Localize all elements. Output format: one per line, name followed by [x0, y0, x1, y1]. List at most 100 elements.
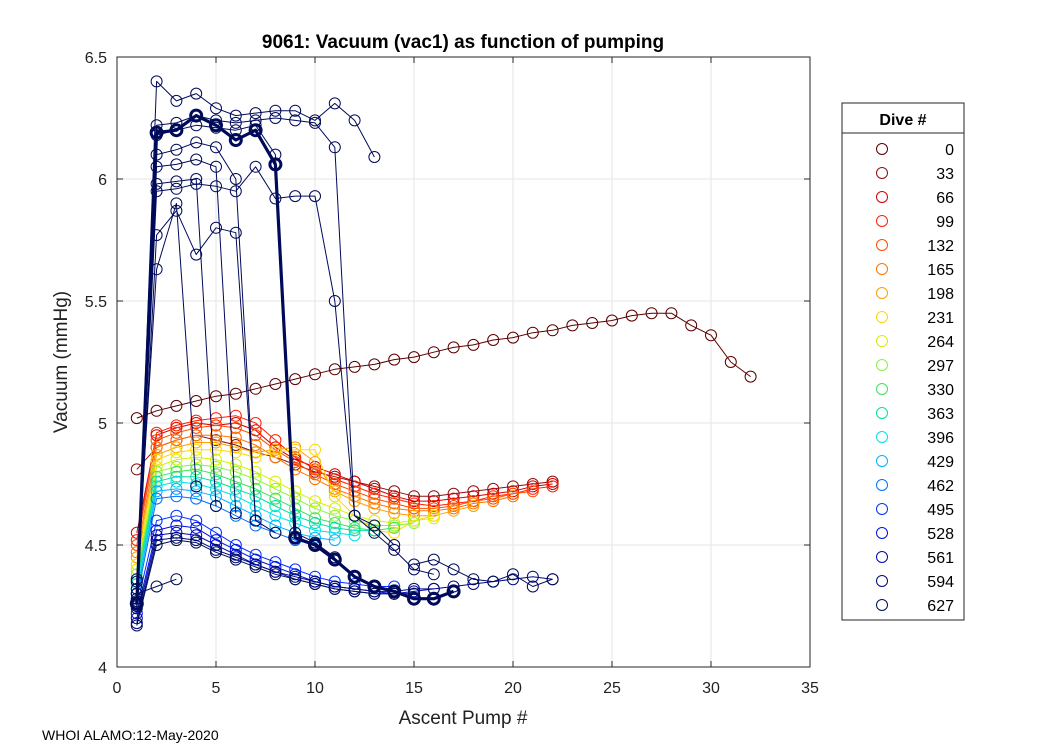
x-tick-label: 30 — [702, 680, 720, 697]
data-point — [210, 534, 222, 547]
legend-marker — [876, 407, 888, 419]
data-point — [606, 314, 618, 327]
legend-entry-label: 297 — [927, 358, 954, 375]
data-point — [229, 116, 242, 129]
data-point — [249, 553, 262, 566]
x-tick-label: 5 — [212, 680, 221, 697]
data-point — [348, 114, 361, 127]
data-point — [210, 141, 222, 154]
plot-background — [117, 57, 810, 667]
data-point — [170, 573, 183, 586]
data-point — [427, 502, 440, 515]
y-tick-label: 4.5 — [85, 538, 107, 555]
data-point — [190, 458, 203, 471]
data-point — [249, 160, 262, 173]
data-point — [309, 495, 321, 508]
data-point — [526, 570, 539, 583]
data-point — [170, 419, 183, 432]
legend-marker — [876, 167, 888, 179]
data-point — [229, 173, 242, 185]
data-point — [190, 153, 203, 166]
data-point — [229, 185, 242, 198]
data-point — [289, 114, 302, 127]
data-point — [289, 104, 302, 117]
footer-stamp: WHOI ALAMO:12-May-2020 — [42, 727, 219, 743]
data-point — [150, 539, 163, 551]
data-point — [309, 512, 321, 525]
legend-entry-label: 363 — [927, 406, 954, 423]
data-point — [368, 502, 381, 515]
data-point — [328, 490, 341, 503]
data-point — [210, 468, 222, 481]
data-point — [487, 482, 500, 495]
data-point — [170, 399, 183, 412]
data-point — [210, 475, 222, 488]
x-tick-label: 35 — [801, 680, 819, 697]
legend-entry-label: 495 — [927, 502, 954, 519]
data-point — [190, 492, 203, 505]
data-point — [288, 530, 303, 545]
legend-title: Dive # — [879, 112, 926, 129]
series-264 — [130, 451, 440, 576]
legend-entry-label: 462 — [927, 478, 954, 495]
data-point — [289, 458, 302, 471]
data-point — [269, 378, 282, 390]
series-495 — [130, 509, 401, 612]
data-point — [210, 443, 222, 456]
data-point — [447, 504, 460, 517]
data-point — [229, 539, 242, 551]
y-tick-label: 6.5 — [85, 50, 107, 67]
data-point — [467, 490, 480, 503]
series-line — [136, 481, 355, 589]
data-point — [408, 490, 420, 503]
series-line — [136, 434, 514, 553]
data-point — [190, 436, 203, 449]
legend-marker — [876, 431, 888, 443]
data-point — [487, 490, 500, 503]
data-point — [309, 368, 321, 381]
data-point — [309, 570, 321, 583]
data-point — [249, 451, 262, 464]
data-point — [309, 473, 321, 486]
data-point — [269, 492, 282, 505]
series-line — [136, 464, 415, 575]
data-point — [348, 585, 361, 598]
series-line — [136, 115, 395, 609]
data-point — [408, 495, 420, 508]
data-point — [407, 591, 421, 606]
data-point — [387, 584, 402, 599]
legend-marker — [876, 455, 888, 467]
series-line — [136, 578, 177, 595]
data-point — [229, 439, 242, 451]
data-point — [229, 543, 242, 556]
data-point — [229, 431, 242, 444]
data-point — [269, 446, 282, 459]
data-point — [190, 480, 203, 493]
data-point — [249, 382, 262, 395]
data-point — [388, 353, 401, 366]
series-line — [136, 515, 395, 607]
data-point — [467, 578, 480, 590]
data-point — [467, 338, 480, 351]
data-point — [249, 548, 262, 561]
data-point — [427, 504, 440, 517]
data-point — [289, 573, 302, 586]
data-point — [249, 465, 262, 478]
data-point — [447, 502, 460, 515]
data-point — [170, 182, 183, 195]
legend-entry-label: 0 — [945, 142, 954, 159]
data-point — [269, 568, 282, 581]
data-point — [190, 177, 203, 190]
data-point — [130, 619, 143, 632]
data-point — [348, 485, 361, 498]
data-point — [228, 133, 243, 147]
data-point — [408, 504, 420, 517]
series-highlight — [129, 108, 461, 611]
data-point — [566, 319, 579, 332]
series-spike-9 — [130, 160, 440, 612]
data-point — [170, 441, 183, 454]
data-point — [426, 591, 441, 606]
data-point — [210, 539, 222, 551]
data-point — [190, 421, 203, 434]
